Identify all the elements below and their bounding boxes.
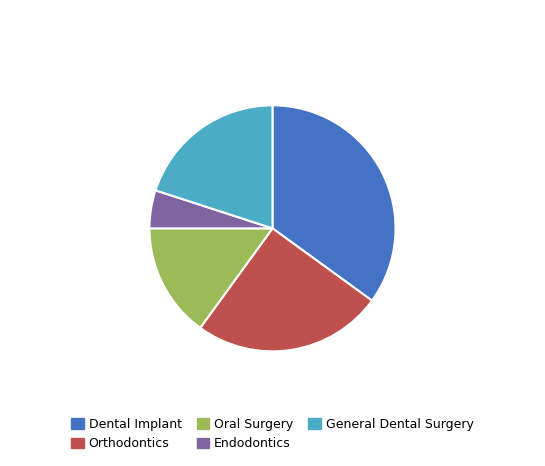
Text: (%): (%) bbox=[262, 48, 283, 61]
Text: Global Cone Beam Computed Tomography (CBCT) Market Share, By Application, 2020: Global Cone Beam Computed Tomography (CB… bbox=[3, 21, 542, 33]
Wedge shape bbox=[149, 228, 272, 328]
Wedge shape bbox=[272, 105, 396, 301]
Wedge shape bbox=[200, 228, 372, 351]
Legend: Dental Implant, Orthodontics, Oral Surgery, Endodontics, General Dental Surgery: Dental Implant, Orthodontics, Oral Surge… bbox=[66, 413, 479, 455]
Wedge shape bbox=[155, 105, 272, 228]
Wedge shape bbox=[149, 190, 272, 228]
